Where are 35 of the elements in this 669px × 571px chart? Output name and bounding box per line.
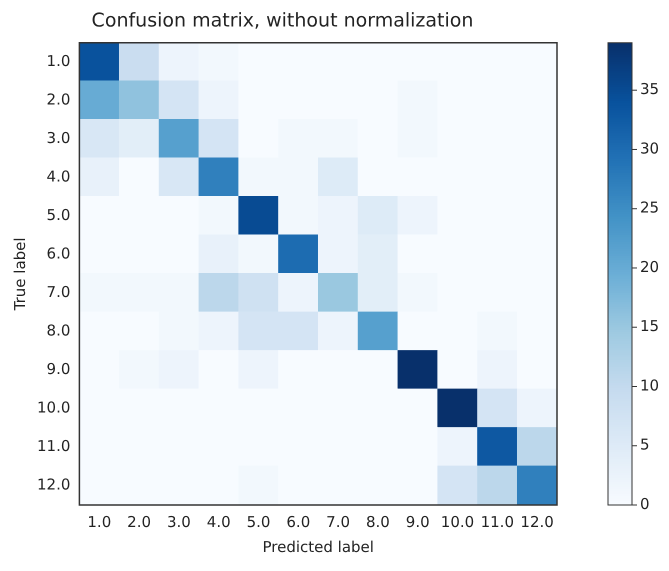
x-tick-label: 9.0: [406, 512, 430, 531]
y-tick-label: 4.0: [46, 168, 70, 186]
y-tick-label: 9.0: [46, 360, 70, 378]
color-bar-label: 10: [640, 376, 660, 394]
x-tick-label: 11.0: [480, 512, 514, 531]
y-tick-label: 2.0: [46, 90, 70, 108]
x-tick-label: 5.0: [246, 512, 270, 531]
x-tick-label: 1.0: [87, 512, 112, 531]
color-bar-label: 15: [640, 317, 660, 336]
chart-title: Confusion matrix, without normalization: [92, 9, 474, 32]
x-tick-label: 3.0: [166, 512, 191, 531]
color-bar-label: 25: [640, 198, 660, 217]
color-bar-label: 5: [640, 436, 650, 454]
y-tick-label: 3.0: [46, 128, 70, 147]
x-tick-label: 2.0: [127, 512, 152, 531]
y-tick-label: 5.0: [46, 206, 70, 224]
y-tick-label: 10.0: [36, 398, 70, 417]
color-bar-label: 20: [640, 258, 660, 276]
color-bar-label: 30: [640, 139, 660, 158]
y-tick-label: 8.0: [46, 322, 70, 340]
y-axis-title: True label: [10, 237, 29, 312]
x-tick-label: 10.0: [440, 512, 474, 531]
color-bar-label: 35: [640, 80, 660, 98]
y-tick-label: 7.0: [46, 283, 70, 302]
x-axis-title: Predicted label: [262, 538, 374, 556]
x-tick-label: 12.0: [520, 512, 554, 531]
y-tick-label: 12.0: [36, 476, 70, 494]
x-tick-label: 7.0: [326, 512, 350, 531]
x-tick-label: 4.0: [206, 512, 231, 531]
y-tick-label: 6.0: [46, 244, 70, 263]
color-bar-label: 0: [640, 494, 650, 513]
x-tick-label: 6.0: [286, 512, 310, 531]
y-tick-label: 1.0: [46, 52, 70, 70]
y-tick-label: 11.0: [36, 437, 70, 456]
x-tick-label: 8.0: [366, 512, 390, 531]
